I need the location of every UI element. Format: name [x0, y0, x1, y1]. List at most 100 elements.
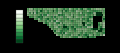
Bar: [102, 12, 103, 14]
Bar: [56, 28, 58, 30]
Bar: [74, 26, 76, 28]
Bar: [49, 26, 51, 28]
Bar: [91, 34, 93, 36]
Bar: [85, 30, 87, 32]
Bar: [78, 16, 80, 18]
Bar: [74, 20, 76, 22]
Bar: [60, 34, 62, 36]
Bar: [62, 8, 63, 10]
Bar: [67, 28, 69, 30]
Bar: [91, 16, 93, 18]
Bar: [56, 10, 58, 12]
Bar: [58, 10, 60, 12]
Bar: [85, 18, 87, 20]
Bar: [83, 12, 85, 14]
Bar: [83, 22, 85, 24]
Bar: [67, 30, 69, 32]
Bar: [93, 8, 94, 10]
Bar: [63, 32, 65, 34]
Bar: [31, 10, 33, 12]
Bar: [93, 32, 94, 34]
Bar: [83, 24, 85, 26]
Bar: [71, 26, 72, 28]
Bar: [43, 12, 45, 14]
Bar: [47, 24, 49, 26]
Bar: [89, 28, 91, 30]
Bar: [74, 22, 76, 24]
Bar: [62, 26, 63, 28]
Bar: [65, 32, 67, 34]
Bar: [53, 16, 54, 18]
Bar: [78, 8, 80, 10]
Bar: [67, 22, 69, 24]
Bar: [102, 8, 103, 10]
Bar: [69, 36, 71, 38]
Bar: [63, 36, 65, 38]
Bar: [71, 20, 72, 22]
Bar: [56, 18, 58, 20]
Bar: [62, 28, 63, 30]
Bar: [83, 16, 85, 18]
Bar: [65, 36, 67, 38]
Bar: [74, 8, 76, 10]
Bar: [71, 14, 72, 16]
Bar: [62, 18, 63, 20]
Bar: [31, 12, 33, 14]
Bar: [71, 18, 72, 20]
Bar: [78, 10, 80, 12]
Bar: [89, 22, 91, 24]
Bar: [63, 24, 65, 26]
Bar: [63, 16, 65, 18]
Bar: [16, 25, 23, 29]
Bar: [83, 14, 85, 16]
Bar: [51, 14, 53, 16]
Bar: [82, 18, 83, 20]
Bar: [29, 12, 31, 14]
Bar: [40, 10, 42, 12]
Bar: [91, 10, 93, 12]
Bar: [49, 22, 51, 24]
Bar: [56, 34, 58, 36]
Bar: [60, 22, 62, 24]
Bar: [80, 30, 82, 32]
Bar: [53, 12, 54, 14]
Bar: [69, 12, 71, 14]
Bar: [102, 20, 103, 22]
Bar: [85, 20, 87, 22]
Bar: [16, 18, 23, 21]
Bar: [94, 14, 96, 16]
Bar: [63, 22, 65, 24]
Bar: [40, 18, 42, 20]
Bar: [67, 16, 69, 18]
Bar: [76, 18, 78, 20]
Bar: [82, 10, 83, 12]
Bar: [38, 18, 40, 20]
Bar: [45, 20, 47, 22]
Bar: [102, 10, 103, 12]
Bar: [51, 24, 53, 26]
Bar: [60, 16, 62, 18]
Bar: [58, 20, 60, 22]
Bar: [45, 18, 47, 20]
Bar: [98, 10, 100, 12]
Bar: [63, 14, 65, 16]
Bar: [98, 14, 100, 16]
Bar: [65, 10, 67, 12]
Bar: [93, 30, 94, 32]
Bar: [62, 14, 63, 16]
Bar: [53, 8, 54, 10]
Bar: [43, 16, 45, 18]
Bar: [42, 20, 43, 22]
Bar: [56, 14, 58, 16]
Bar: [49, 20, 51, 22]
Bar: [47, 22, 49, 24]
Bar: [54, 26, 56, 28]
Bar: [87, 22, 89, 24]
Bar: [85, 26, 87, 28]
Bar: [82, 16, 83, 18]
Bar: [80, 20, 82, 22]
Bar: [62, 10, 63, 12]
Bar: [65, 12, 67, 14]
Bar: [85, 8, 87, 10]
Bar: [102, 24, 103, 26]
